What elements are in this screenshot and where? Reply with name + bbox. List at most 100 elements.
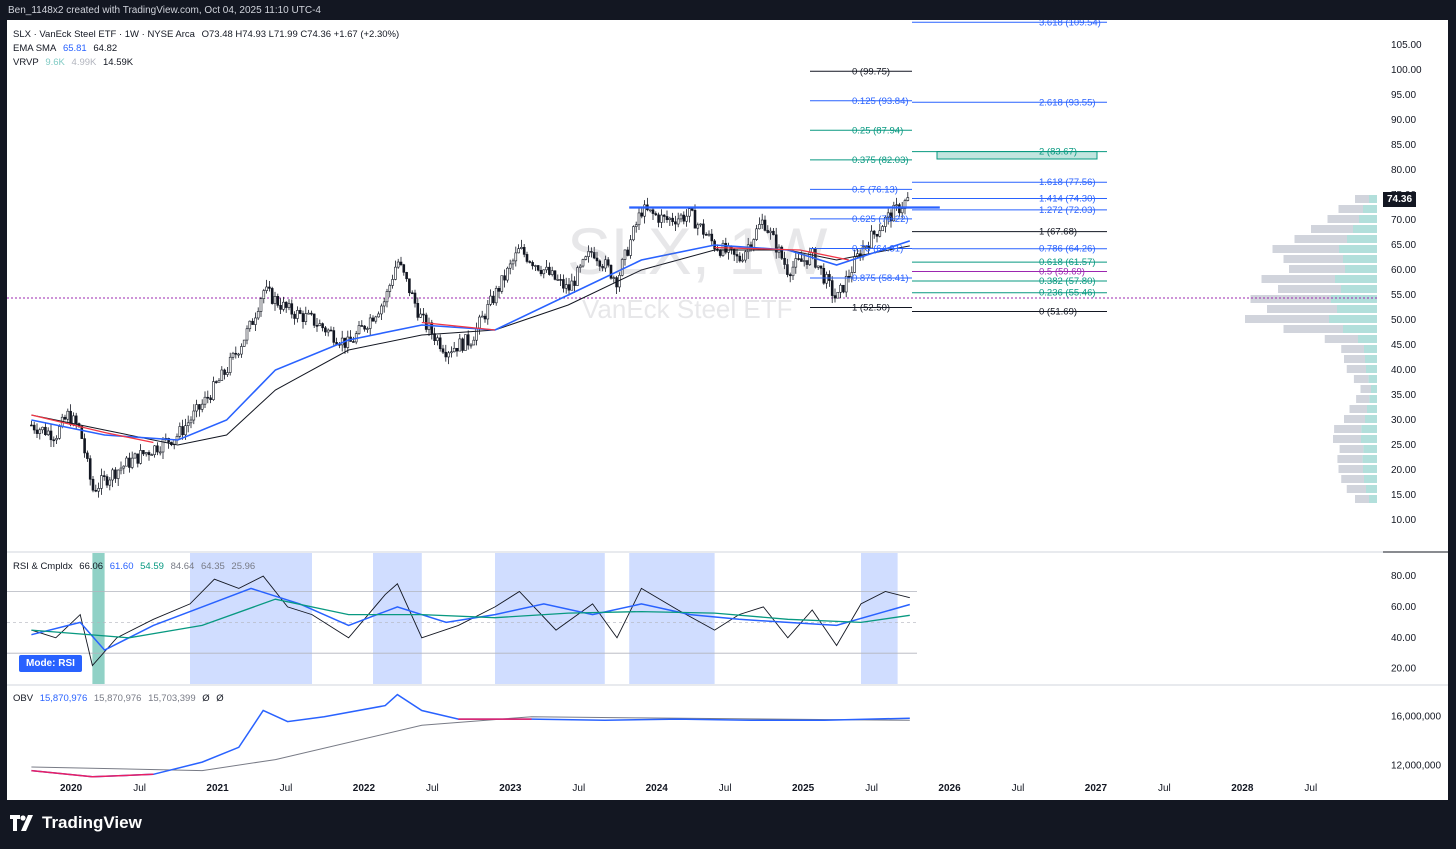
rsi-v5: 64.35 xyxy=(200,561,225,572)
price-tick-17: 20.00 xyxy=(1391,465,1416,476)
vp-bar-gray-15 xyxy=(1341,345,1364,353)
candle-body-204 xyxy=(601,266,604,269)
candle-body-157 xyxy=(469,344,473,347)
candle-body-13 xyxy=(66,410,70,420)
candle-body-97 xyxy=(301,313,305,322)
vp-bar-teal-18 xyxy=(1329,315,1377,323)
fib-ext-label-1: 2.618 (93.55) xyxy=(1039,97,1096,108)
candle-body-240 xyxy=(702,223,705,235)
candle-body-238 xyxy=(696,224,700,229)
chart-area[interactable]: 105.00100.0095.0090.0085.0080.0075.0070.… xyxy=(7,20,1448,800)
vp-bar-gray-1 xyxy=(1346,485,1366,493)
candle-body-282 xyxy=(819,265,823,269)
candle-body-195 xyxy=(576,267,579,286)
candle-body-163 xyxy=(486,304,490,320)
candle-body-6 xyxy=(46,430,50,436)
candle-body-33 xyxy=(122,465,126,469)
vp-bar-gray-10 xyxy=(1356,395,1370,403)
candle-body-229 xyxy=(671,217,674,223)
candle-body-298 xyxy=(864,245,868,248)
candle-body-60 xyxy=(198,404,201,410)
candle-body-206 xyxy=(606,259,610,266)
candle-body-310 xyxy=(898,204,901,214)
candle-body-84 xyxy=(265,286,268,291)
candle-body-172 xyxy=(511,260,515,265)
candle-body-288 xyxy=(836,291,840,299)
candle-body-192 xyxy=(567,284,571,291)
symbol-legend[interactable]: SLX · VanEck Steel ETF · 1W · NYSE Arca … xyxy=(13,29,403,40)
vp-bar-gray-26 xyxy=(1294,235,1347,243)
candle-body-196 xyxy=(578,265,582,268)
candle-body-281 xyxy=(816,265,820,268)
rsi-shade-0 xyxy=(190,553,312,684)
time-tick-3: Jul xyxy=(280,783,293,794)
candle-body-228 xyxy=(668,217,672,220)
vp-bar-gray-6 xyxy=(1333,435,1361,443)
time-tick-14: 2027 xyxy=(1085,783,1108,794)
candle-body-69 xyxy=(223,369,226,375)
tradingview-logo[interactable]: TradingView xyxy=(10,813,142,833)
vp-bar-gray-21 xyxy=(1278,285,1341,293)
fib-ret-label-1: 0.125 (93.84) xyxy=(852,96,909,107)
candle-body-90 xyxy=(282,301,285,310)
vrvp-legend[interactable]: VRVP 9.6K 4.99K 14.59K xyxy=(13,57,137,68)
vp-bar-teal-26 xyxy=(1347,235,1377,243)
candle-body-156 xyxy=(466,334,470,346)
time-tick-4: 2022 xyxy=(353,783,376,794)
candle-body-237 xyxy=(693,210,697,229)
vp-bar-teal-17 xyxy=(1343,325,1377,333)
candle-body-215 xyxy=(632,226,635,241)
fib-ret-label-7: 0.875 (58.41) xyxy=(852,273,909,284)
obv-tick-1: 12,000,000 xyxy=(1391,761,1441,772)
mode-badge[interactable]: Mode: RSI xyxy=(19,655,82,672)
candle-body-29 xyxy=(111,469,114,481)
candle-body-139 xyxy=(419,313,422,318)
vp-bar-gray-18 xyxy=(1245,315,1329,323)
fib-ext-label-10: 0.382 (57.80) xyxy=(1039,276,1096,287)
chart-svg[interactable]: 105.00100.0095.0090.0085.0080.0075.0070.… xyxy=(7,20,1448,800)
candle-body-65 xyxy=(212,381,215,400)
rsi-tick-1: 60.00 xyxy=(1391,602,1416,613)
fib-ret-label-8: 1 (52.50) xyxy=(852,303,890,314)
candle-body-183 xyxy=(542,269,546,275)
candle-body-259 xyxy=(755,228,758,240)
candle-body-85 xyxy=(268,286,271,289)
fib-ret-label-4: 0.5 (76.13) xyxy=(852,184,898,195)
candle-body-151 xyxy=(452,347,456,353)
candle-body-164 xyxy=(489,295,492,305)
candle-body-178 xyxy=(528,261,532,263)
red-ma-line-left xyxy=(31,414,154,444)
obv-tick-0: 16,000,000 xyxy=(1391,712,1441,723)
ema-legend[interactable]: EMA SMA 65.81 64.82 xyxy=(13,43,121,54)
fib-ext-label-5: 1.272 (72.03) xyxy=(1039,205,1096,216)
vp-bar-gray-20 xyxy=(1250,295,1331,303)
candle-body-66 xyxy=(214,381,218,383)
candle-body-127 xyxy=(385,291,389,303)
rsi-shade-3 xyxy=(629,553,715,684)
vp-bar-gray-3 xyxy=(1338,465,1363,473)
rsi-green-shade-0 xyxy=(92,553,105,684)
fib-ret-label-6: 0.75 (64.31) xyxy=(852,243,903,254)
vp-bar-gray-11 xyxy=(1360,385,1371,393)
candle-body-10 xyxy=(58,426,61,439)
candle-body-232 xyxy=(679,214,683,220)
candle-body-301 xyxy=(872,230,876,235)
candle-body-265 xyxy=(772,230,775,236)
candle-body-79 xyxy=(251,320,254,325)
vp-bar-gray-28 xyxy=(1327,215,1359,223)
candle-body-58 xyxy=(192,410,196,421)
candle-body-41 xyxy=(144,452,148,455)
time-tick-6: 2023 xyxy=(499,783,522,794)
rsi-legend[interactable]: RSI & Cmpldx 66.06 61.60 54.59 84.64 64.… xyxy=(13,561,259,572)
candle-body-18 xyxy=(80,425,84,439)
candle-body-91 xyxy=(284,301,288,308)
candle-body-108 xyxy=(332,330,336,343)
candle-body-152 xyxy=(455,347,459,352)
candle-body-223 xyxy=(654,213,658,216)
vp-bar-gray-9 xyxy=(1349,405,1367,413)
candle-body-1 xyxy=(32,424,36,431)
obv-legend[interactable]: OBV 15,870,976 15,870,976 15,703,399 Ø Ø xyxy=(13,693,228,704)
price-tick-19: 10.00 xyxy=(1391,515,1416,526)
candle-body-161 xyxy=(480,315,484,318)
candle-body-135 xyxy=(408,278,411,294)
